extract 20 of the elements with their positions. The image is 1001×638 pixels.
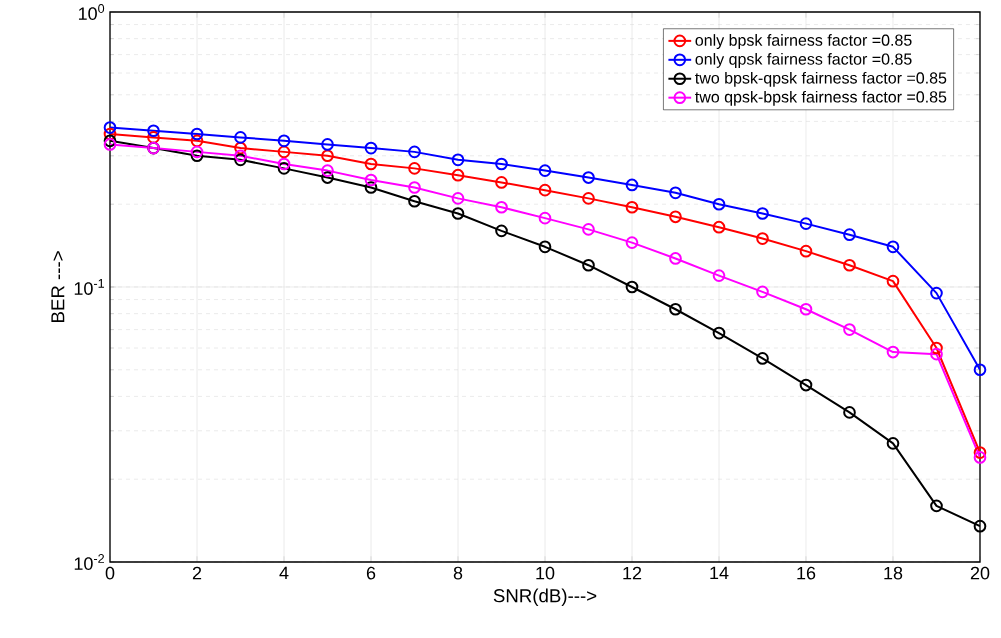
legend-label: two bpsk-qpsk fairness factor =0.85 (695, 71, 947, 87)
y-tick-label: 10$^{-2}$ (74, 554, 104, 570)
y-axis-title: BER ---> (51, 251, 65, 323)
x-tick-label: 20 (970, 566, 990, 580)
legend-label: two qpsk-bpsk fairness factor =0.85 (695, 90, 947, 106)
x-tick-label: 8 (453, 566, 463, 580)
x-axis-title: SNR(dB)---> (493, 588, 597, 606)
x-tick-label: 16 (797, 566, 816, 580)
legend-label: only qpsk fairness factor =0.85 (695, 53, 912, 68)
legend-label: only bpsk fairness factor =0.85 (695, 34, 912, 50)
x-tick-label: 0 (105, 566, 115, 580)
x-tick-label: 2 (192, 566, 202, 580)
x-tick-label: 6 (366, 566, 376, 580)
x-tick-label: 14 (710, 566, 729, 580)
y-tick-label: 10$^{0}$ (78, 4, 105, 20)
x-tick-label: 10 (536, 566, 555, 580)
x-tick-label: 18 (884, 566, 903, 580)
x-tick-label: 12 (623, 566, 642, 580)
y-tick-label: 10$^{-1}$ (74, 279, 105, 295)
x-tick-label: 4 (279, 566, 289, 580)
